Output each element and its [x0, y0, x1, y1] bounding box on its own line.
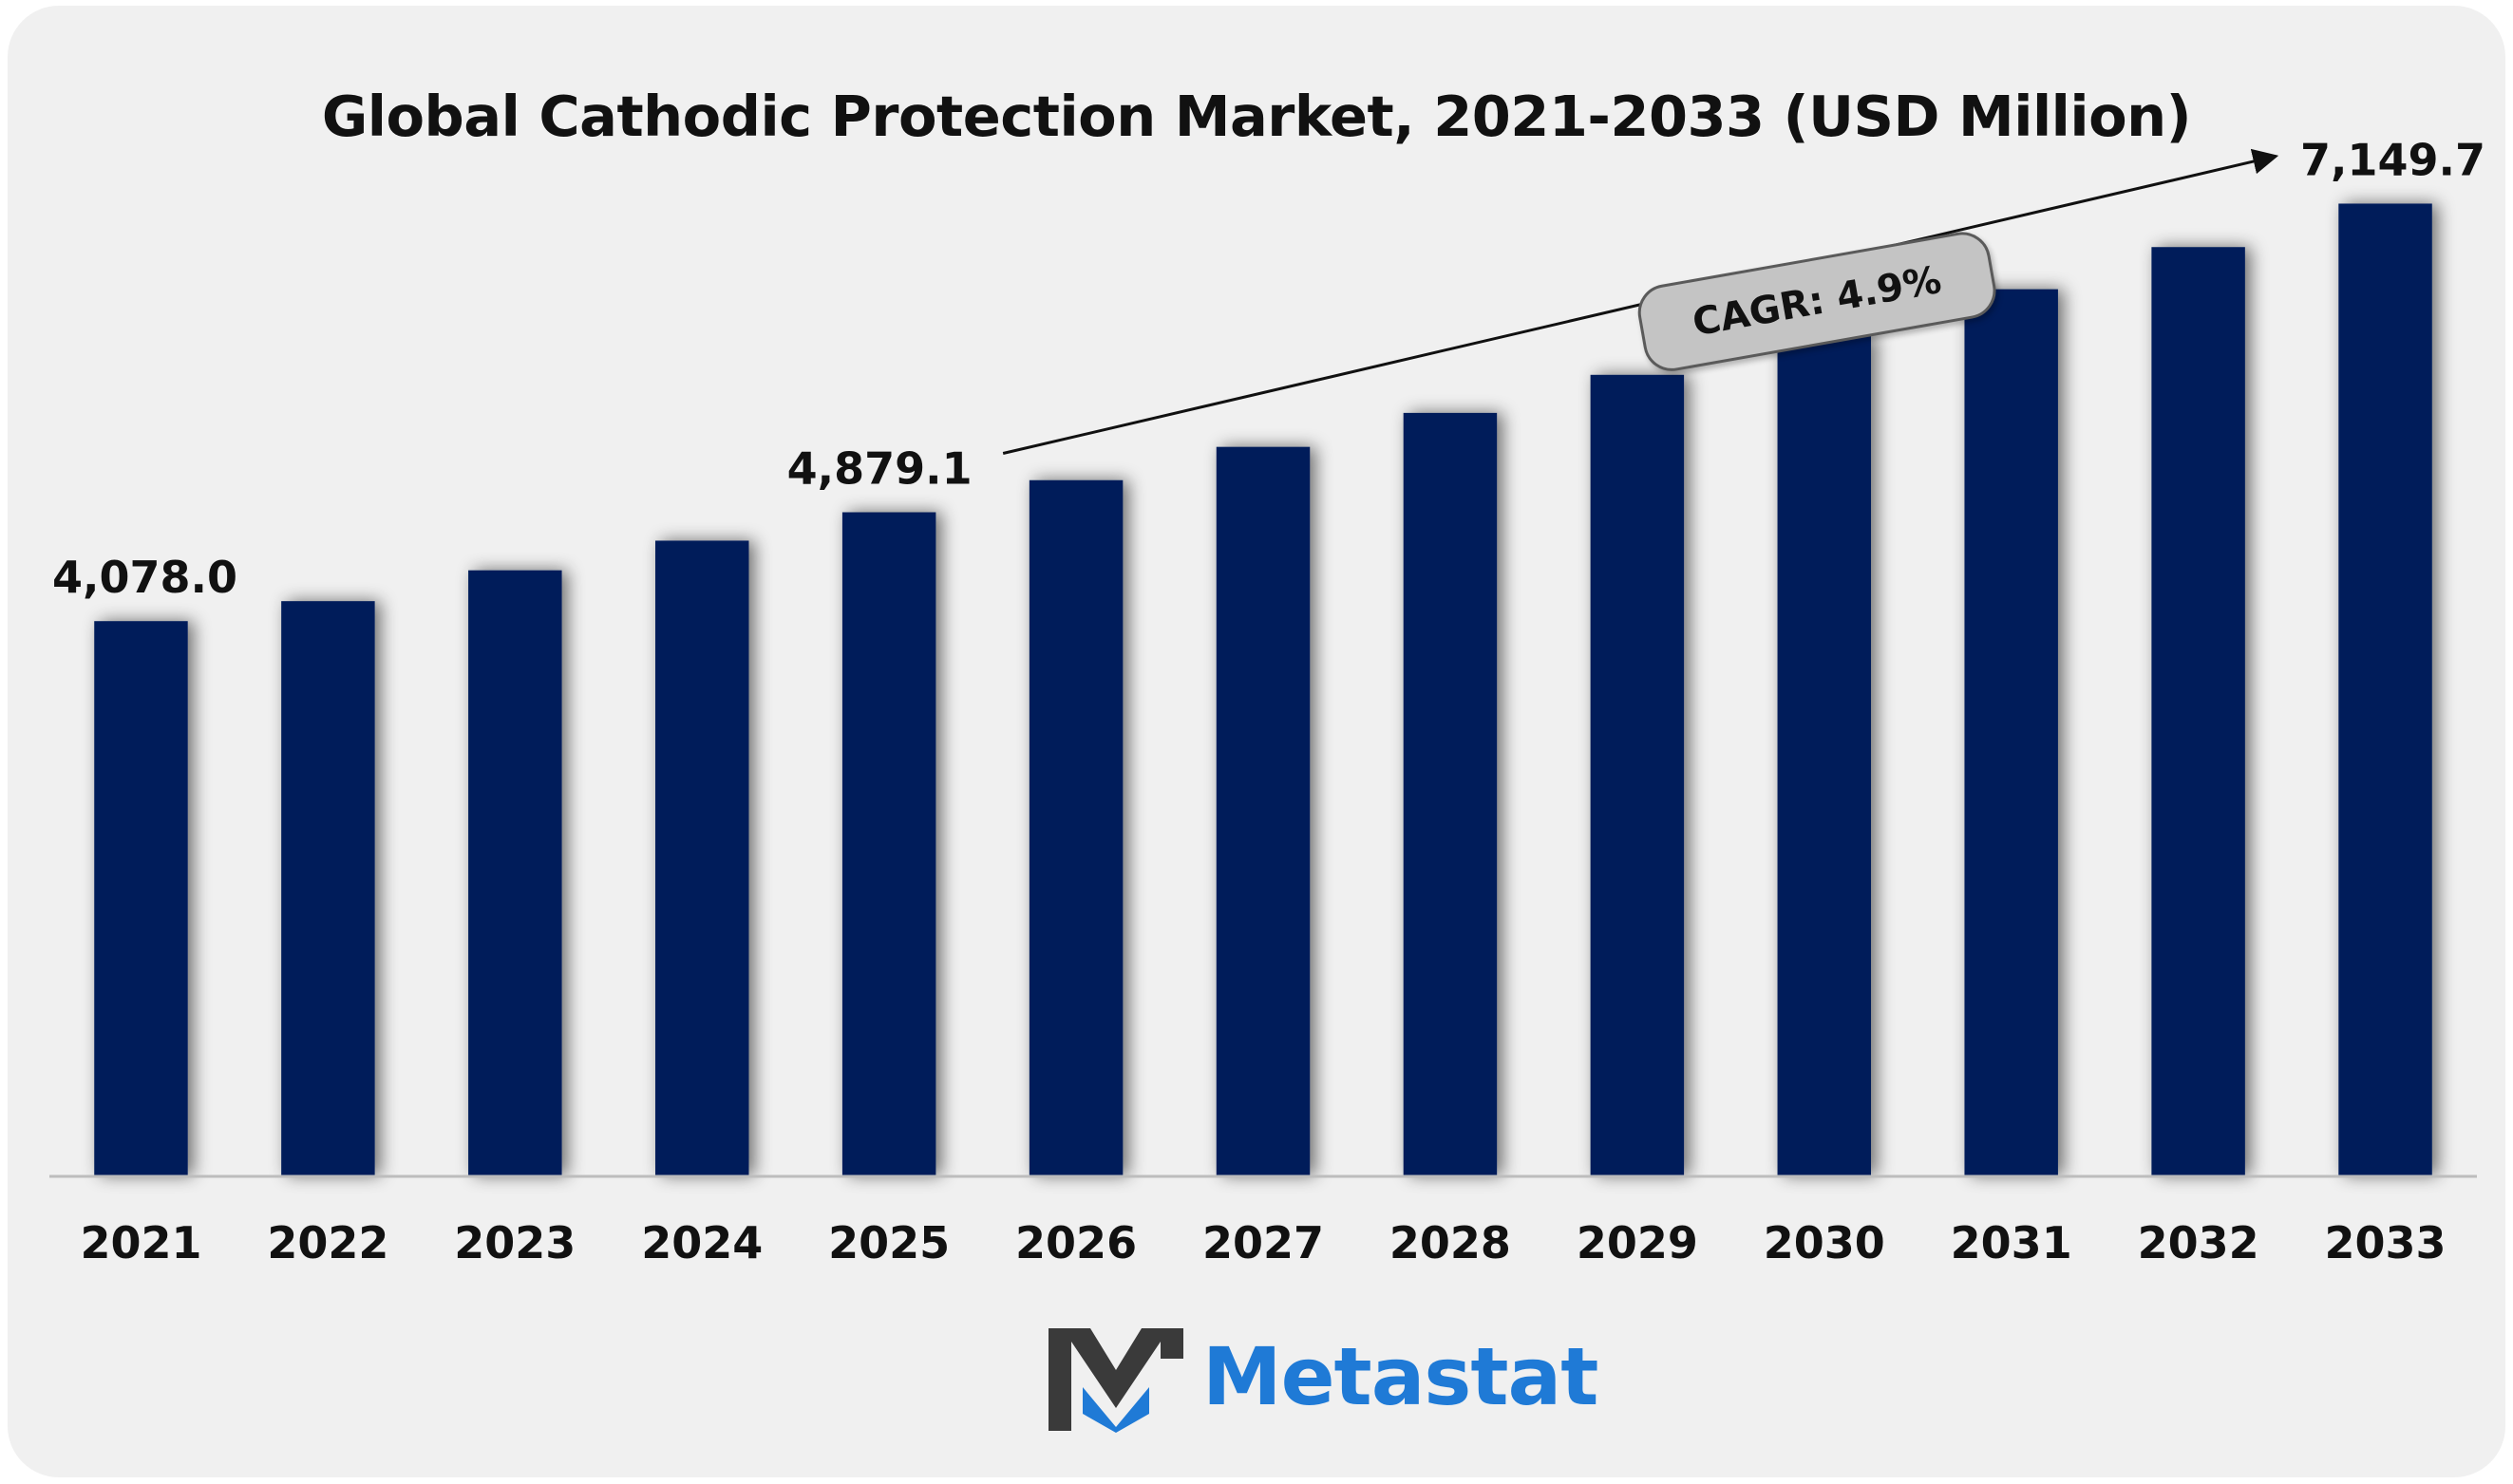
- bar-2026: [1029, 479, 1124, 1175]
- x-tick-label-2026: 2026: [1015, 1217, 1137, 1268]
- data-labels: 4,078.0 4,879.1 7,149.7: [52, 134, 2485, 603]
- chart-title: Global Cathodic Protection Market, 2021-…: [321, 84, 2192, 149]
- x-tick-label-2029: 2029: [1577, 1217, 1698, 1268]
- x-tick-label-2027: 2027: [1202, 1217, 1324, 1268]
- bar-2021: [94, 621, 188, 1175]
- data-label-2021: 4,078.0: [52, 552, 237, 603]
- bar-2022: [281, 601, 375, 1175]
- bar-2024: [655, 540, 749, 1175]
- x-tick-labels: 2021 2022 2023 2024 2025 2026 2027 2028 2029 2030…: [80, 1217, 2446, 1268]
- bar-2032: [2151, 247, 2245, 1175]
- bar-2031: [1964, 289, 2058, 1175]
- bar-2030: [1777, 335, 1871, 1176]
- bars-group: [94, 203, 2432, 1176]
- metastat-logo-mark-icon: [1049, 1328, 1183, 1433]
- bar-2033: [2338, 203, 2432, 1176]
- bar-2027: [1216, 446, 1311, 1175]
- bar-2025: [841, 512, 936, 1175]
- x-tick-label-2032: 2032: [2138, 1217, 2259, 1268]
- x-tick-label-2028: 2028: [1389, 1217, 1511, 1268]
- data-label-2033: 7,149.7: [2300, 134, 2485, 185]
- brand-name: Metastat: [1202, 1330, 1598, 1423]
- bar-2029: [1590, 374, 1685, 1175]
- x-tick-label-2023: 2023: [454, 1217, 576, 1268]
- metastat-logo: Metastat: [1045, 1320, 1598, 1434]
- x-tick-label-2031: 2031: [1951, 1217, 2072, 1268]
- x-tick-label-2030: 2030: [1764, 1217, 1885, 1268]
- x-tick-label-2024: 2024: [641, 1217, 763, 1268]
- x-tick-label-2033: 2033: [2325, 1217, 2447, 1268]
- bar-2023: [468, 570, 562, 1175]
- x-tick-label-2025: 2025: [828, 1217, 950, 1268]
- x-tick-label-2021: 2021: [80, 1217, 201, 1268]
- bar-2028: [1403, 412, 1498, 1175]
- data-label-2025: 4,879.1: [787, 443, 973, 495]
- x-tick-label-2022: 2022: [267, 1217, 388, 1268]
